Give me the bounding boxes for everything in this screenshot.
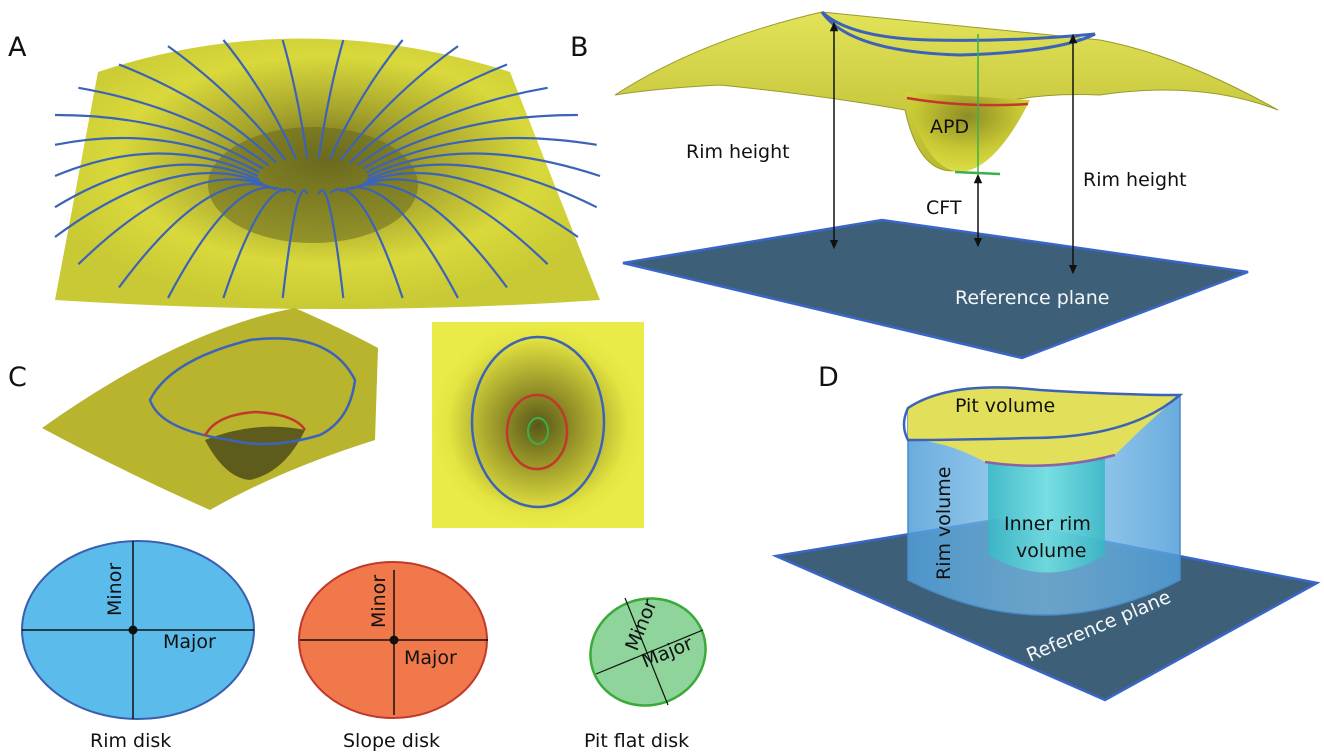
panel-a-pit-shadow xyxy=(208,127,418,243)
panel-c-top-flat xyxy=(527,417,549,445)
panel-a-contour-line xyxy=(349,183,508,289)
panel-a-contour-line xyxy=(167,45,287,162)
panel-b-pit xyxy=(905,92,1030,172)
panel-d-rim-contour xyxy=(902,386,1184,442)
panel-d-inner-contour xyxy=(984,453,1116,467)
panel-a-contour-line xyxy=(329,188,404,299)
rim-disk-center xyxy=(128,625,138,635)
panel-a-contour-line xyxy=(281,39,309,159)
panel-a-contour-line xyxy=(339,45,459,162)
slope-disk-caption: Slope disk xyxy=(343,730,440,752)
panel-a-contour-line xyxy=(222,188,297,299)
panel-a-contour-line xyxy=(328,39,404,160)
panel-c-oblique-slope xyxy=(203,410,307,437)
panel-a-contour-line xyxy=(317,39,345,159)
panel-a-contour-line xyxy=(357,178,549,265)
slope-disk: Minor Major Slope disk xyxy=(298,561,488,752)
rim-disk-major-label: Major xyxy=(163,631,216,653)
panel-b-reference-plane-label: Reference plane xyxy=(955,287,1109,309)
inner-rim-label-line1: Inner rim xyxy=(1004,513,1091,535)
panel-a-contours xyxy=(54,39,601,299)
panel-b-flat-contour xyxy=(954,170,1001,176)
pit-flat-disk-major-axis xyxy=(595,629,704,675)
panel-c-oblique-rim xyxy=(148,337,357,446)
panel-a-contour-line xyxy=(54,152,259,178)
panel-a-contour-line xyxy=(78,86,270,167)
panel-c-top-rim xyxy=(470,335,606,509)
rim-volume-label: Rim volume xyxy=(933,467,955,580)
panel-b: B Reference plane Rim height Rim height … xyxy=(570,10,1279,360)
panel-a-contour-line xyxy=(317,189,345,299)
panel-c-oblique-surface xyxy=(42,308,378,510)
panel-a-contour-line xyxy=(77,178,269,265)
panel-b-rim-height-right-label: Rim height xyxy=(1083,169,1187,191)
pit-volume-label: Pit volume xyxy=(955,395,1055,417)
rim-disk-minor-label: Minor xyxy=(104,563,126,616)
panel-b-letter: B xyxy=(570,32,589,63)
panel-a-contour-line xyxy=(54,136,260,174)
panel-b-rim-height-left-label: Rim height xyxy=(686,141,790,163)
panel-a-contour-line xyxy=(366,136,597,174)
panel-a: A xyxy=(8,32,601,309)
inner-rim-label-line2: volume xyxy=(1016,540,1086,562)
panel-b-slope-contour xyxy=(906,96,1029,107)
panel-a-contour-line xyxy=(222,39,298,160)
panel-b-cft-label: CFT xyxy=(926,197,962,219)
panel-d-pit-surface xyxy=(908,387,1180,465)
panel-d-inner-cylinder xyxy=(988,452,1105,573)
panel-a-contour-line xyxy=(362,113,578,170)
rim-disk: Minor Major Rim disk xyxy=(21,540,255,752)
panel-a-contour-line xyxy=(339,186,459,299)
slope-disk-center xyxy=(389,635,399,645)
slope-disk-major-label: Major xyxy=(404,647,457,669)
panel-a-contour-line xyxy=(54,113,264,170)
panel-a-contour-line xyxy=(366,163,598,209)
panel-a-contour-line xyxy=(349,63,508,164)
rim-disk-caption: Rim disk xyxy=(90,730,171,752)
panel-a-contour-line xyxy=(118,183,277,289)
panel-b-apd-label: APD xyxy=(930,116,969,138)
panel-d: D Pit volume Rim volume Inner rim volume… xyxy=(771,362,1321,702)
panel-a-letter: A xyxy=(8,32,27,63)
panel-a-contour-line xyxy=(54,163,260,209)
pit-flat-disk: Minor Major Pit flat disk xyxy=(584,596,707,752)
panel-c-top-slope xyxy=(505,393,569,471)
panel-a-contour-line xyxy=(356,86,548,167)
panel-a-contour-line xyxy=(118,63,277,164)
panel-a-contour-line xyxy=(362,171,579,238)
panel-c-letter: C xyxy=(8,362,27,393)
panel-d-letter: D xyxy=(818,362,839,393)
panel-a-contour-line xyxy=(281,189,309,299)
slope-disk-minor-label: Minor xyxy=(368,575,390,628)
panel-b-rim-contour xyxy=(820,10,1096,57)
panel-b-reference-plane xyxy=(622,218,1249,360)
pit-flat-disk-minor-axis xyxy=(624,597,669,706)
pit-flat-disk-caption: Pit flat disk xyxy=(584,730,689,752)
panel-a-contour-line xyxy=(367,152,601,178)
panel-c-top-surface xyxy=(432,322,644,528)
panel-a-contour-line xyxy=(54,171,264,238)
panel-c: C Minor Major Rim disk Minor Major Slo xyxy=(8,308,707,752)
panel-b-surface xyxy=(614,11,1279,172)
